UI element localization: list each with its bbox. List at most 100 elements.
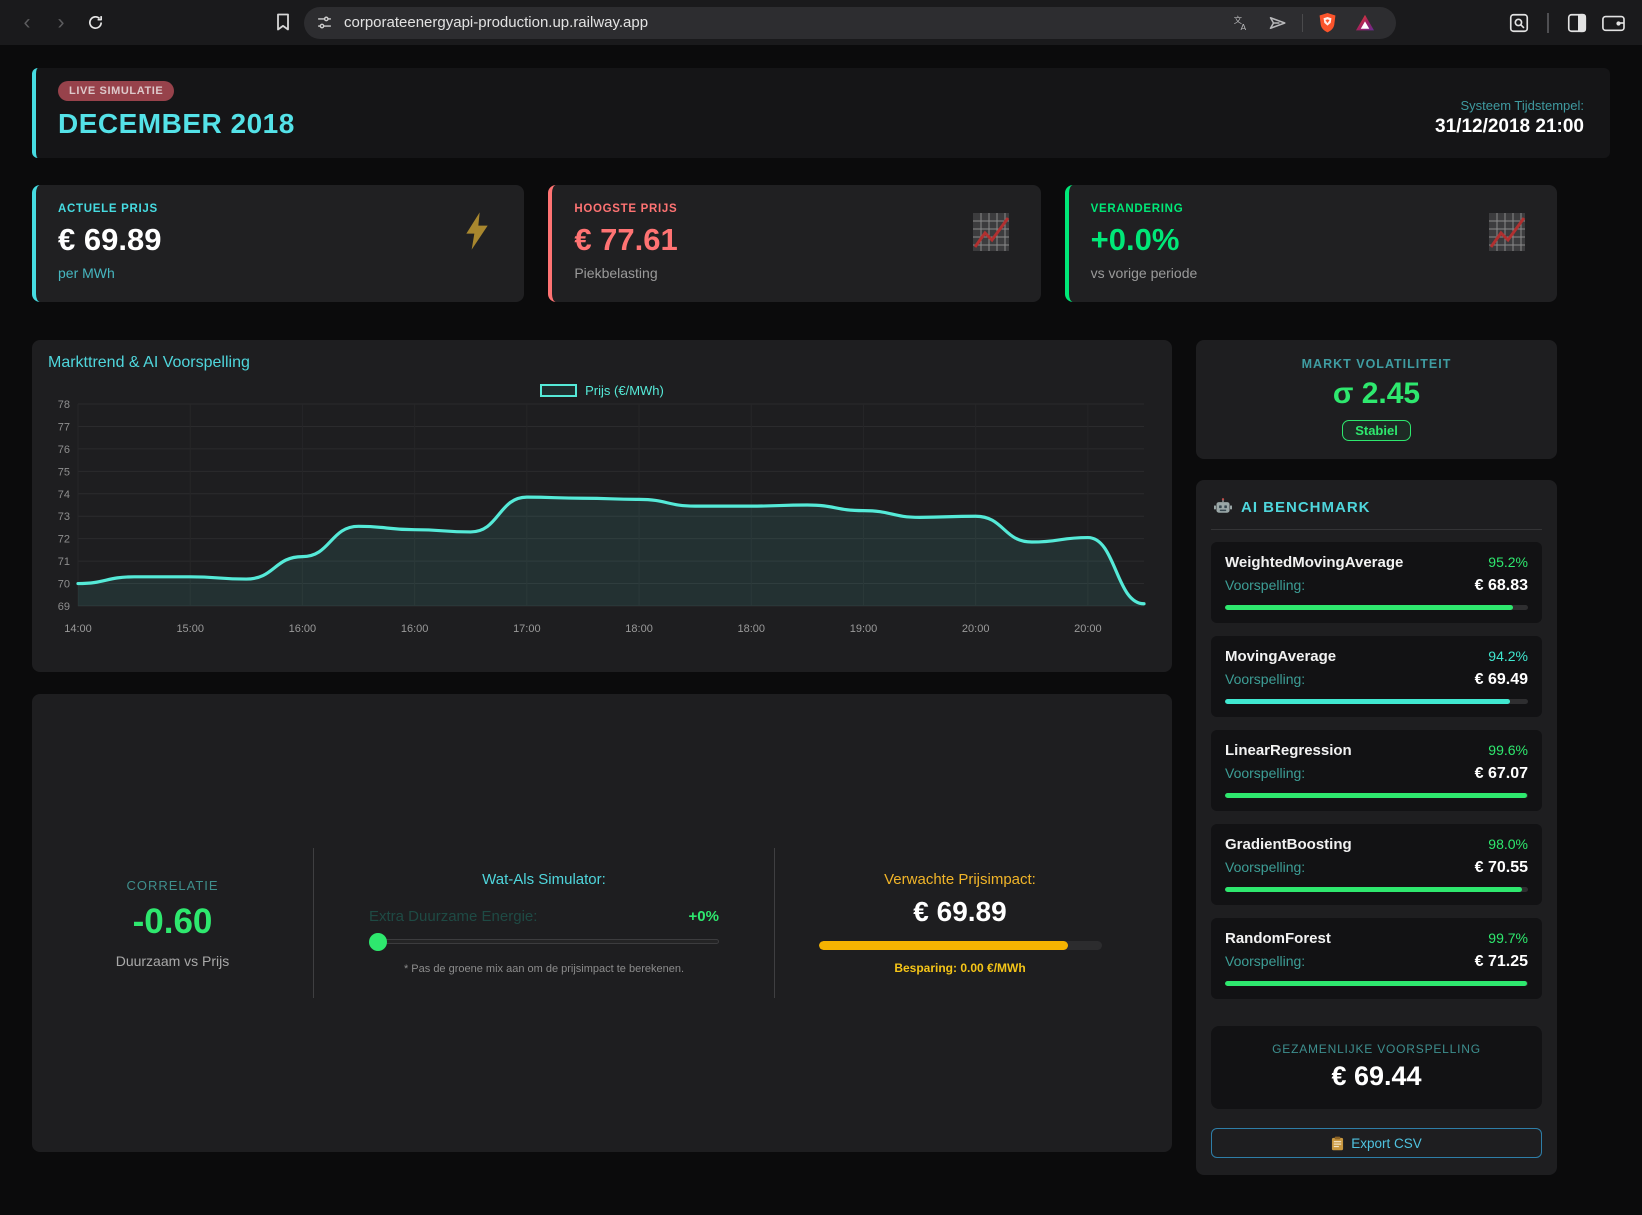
sidebar-panel-icon[interactable] (1566, 12, 1588, 34)
correlation-label: CORRELATIE (126, 877, 219, 893)
clipboard-icon (1332, 1136, 1344, 1150)
impact-value: € 69.89 (913, 896, 1007, 927)
reload-glyph (88, 16, 102, 29)
stat-cards-row: ACTUELE PRIJS € 69.89 per MWh HOOGSTE PR… (32, 185, 1557, 302)
svg-text:20:00: 20:00 (962, 623, 990, 635)
model-accuracy-fill (1225, 605, 1514, 610)
chart-up-icon (971, 211, 1011, 258)
site-settings-icon[interactable] (316, 14, 333, 31)
export-csv-button[interactable]: Export CSV (1211, 1128, 1542, 1158)
stat-label: ACTUELE PRIJS (58, 203, 158, 215)
svg-text:76: 76 (58, 444, 70, 456)
timestamp-value: 31/12/2018 21:00 (1435, 116, 1584, 137)
url-text[interactable]: corporateenergyapi-production.up.railway… (344, 14, 649, 31)
ensemble-forecast-card: GEZAMENLIJKE VOORSPELLING € 69.44 (1211, 1026, 1542, 1109)
ensemble-label: GEZAMENLIJKE VOORSPELLING (1272, 1042, 1481, 1056)
impact-title: Verwachte Prijsimpact: (884, 871, 1036, 888)
benchmark-model-row: MovingAverage 94.2% Voorspelling: € 69.4… (1211, 636, 1542, 717)
model-accuracy: 99.7% (1488, 930, 1528, 946)
export-csv-label: Export CSV (1351, 1135, 1422, 1151)
stat-value: € 69.89 (58, 222, 162, 257)
chart-legend[interactable]: Prijs (€/MWh) (48, 383, 1156, 398)
model-accuracy-fill (1225, 981, 1528, 986)
reload-icon[interactable] (82, 10, 108, 36)
svg-text:19:00: 19:00 (850, 623, 878, 635)
wallet-icon[interactable] (1600, 12, 1626, 34)
svg-text:14:00: 14:00 (64, 623, 92, 635)
model-forecast-label: Voorspelling: (1225, 765, 1306, 781)
stat-sub: Piekbelasting (574, 265, 658, 281)
benchmark-model-row: GradientBoosting 98.0% Voorspelling: € 7… (1211, 824, 1542, 905)
svg-text:70: 70 (58, 579, 70, 591)
model-forecast-value: € 68.83 (1474, 577, 1528, 594)
browser-right-controls (1502, 12, 1632, 34)
stat-card-current-price: ACTUELE PRIJS € 69.89 per MWh (32, 185, 525, 302)
volatility-card: MARKT VOLATILITEIT σ 2.45 Stabiel (1196, 340, 1557, 459)
share-icon[interactable] (1269, 15, 1287, 31)
search-panel-icon[interactable] (1508, 12, 1530, 34)
slider-thumb[interactable] (369, 933, 387, 951)
model-accuracy-fill (1225, 887, 1522, 892)
ai-benchmark-panel: AI BENCHMARK WeightedMovingAverage 95.2%… (1196, 480, 1557, 1175)
ensemble-value: € 69.44 (1331, 1061, 1422, 1091)
svg-text:18:00: 18:00 (737, 623, 765, 635)
volatility-title: MARKT VOLATILITEIT (1301, 357, 1452, 371)
simulation-header: LIVE SIMULATIE DECEMBER 2018 Systeem Tij… (32, 68, 1610, 158)
slider-value: +0% (688, 908, 719, 925)
simulator-title: Wat-Als Simulator: (482, 871, 606, 888)
svg-text:71: 71 (58, 556, 70, 568)
volatility-value: σ 2.45 (1332, 377, 1421, 410)
benchmark-model-row: LinearRegression 99.6% Voorspelling: € 6… (1211, 730, 1542, 811)
section-divider (313, 848, 314, 998)
model-accuracy-bar (1225, 605, 1528, 610)
svg-text:73: 73 (58, 511, 70, 523)
slider-label: Extra Duurzame Energie: (369, 908, 538, 925)
model-accuracy: 98.0% (1488, 836, 1528, 852)
lightning-icon (460, 211, 494, 256)
model-name: MovingAverage (1225, 648, 1337, 665)
svg-text:78: 78 (58, 399, 70, 411)
impact-saving: Besparing: 0.00 €/MWh (894, 961, 1026, 975)
model-name: GradientBoosting (1225, 836, 1352, 853)
stat-sub: vs vorige periode (1090, 265, 1198, 281)
stat-sub: per MWh (58, 265, 115, 281)
brave-rewards-icon[interactable] (1355, 14, 1375, 32)
model-accuracy: 95.2% (1488, 554, 1528, 570)
stat-label: HOOGSTE PRIJS (574, 203, 678, 215)
model-forecast-value: € 71.25 (1474, 953, 1528, 970)
url-bar[interactable]: corporateenergyapi-production.up.railway… (304, 6, 1396, 39)
model-name: LinearRegression (1225, 742, 1352, 759)
model-accuracy-fill (1225, 699, 1511, 704)
simulator-hint: * Pas de groene mix aan om de prijsimpac… (403, 963, 685, 975)
stat-card-highest-price: HOOGSTE PRIJS € 77.61 Piekbelasting (548, 185, 1041, 302)
chart-title: Markttrend & AI Voorspelling (48, 354, 250, 371)
insights-panel: CORRELATIE -0.60 Duurzaam vs Prijs Wat-A… (32, 694, 1172, 1152)
stat-label: VERANDERING (1090, 203, 1184, 215)
market-trend-panel: Markttrend & AI Voorspelling Prijs (€/MW… (32, 340, 1172, 672)
green-mix-slider[interactable] (369, 933, 719, 951)
model-forecast-label: Voorspelling: (1225, 953, 1306, 969)
svg-text:文: 文 (1234, 15, 1242, 25)
brave-shield-icon[interactable] (1318, 12, 1337, 33)
svg-text:16:00: 16:00 (401, 623, 429, 635)
model-accuracy: 94.2% (1488, 648, 1528, 664)
forward-icon[interactable]: › (57, 10, 65, 34)
what-if-simulator-section: Wat-Als Simulator: Extra Duurzame Energi… (314, 871, 774, 975)
stat-value: +0.0% (1090, 222, 1180, 257)
model-name: RandomForest (1225, 930, 1331, 947)
translate-icon[interactable]: 文 A (1233, 14, 1251, 32)
svg-text:72: 72 (58, 534, 70, 546)
benchmark-divider (1211, 529, 1542, 530)
svg-text:77: 77 (58, 421, 70, 433)
stat-card-change: VERANDERING +0.0% vs vorige periode (1064, 185, 1557, 302)
model-accuracy: 99.6% (1488, 742, 1528, 758)
back-icon[interactable]: ‹ (23, 10, 31, 34)
main-left-column: Markttrend & AI Voorspelling Prijs (€/MW… (32, 340, 1172, 1152)
pill-separator (1302, 13, 1303, 32)
bookmark-icon[interactable] (270, 10, 296, 36)
benchmark-title: AI BENCHMARK (1241, 498, 1371, 516)
dashboard-page: LIVE SIMULATIE DECEMBER 2018 Systeem Tij… (0, 45, 1642, 1175)
model-accuracy-bar (1225, 699, 1528, 704)
svg-text:A: A (1241, 21, 1247, 31)
chart-up-icon (1487, 211, 1527, 258)
